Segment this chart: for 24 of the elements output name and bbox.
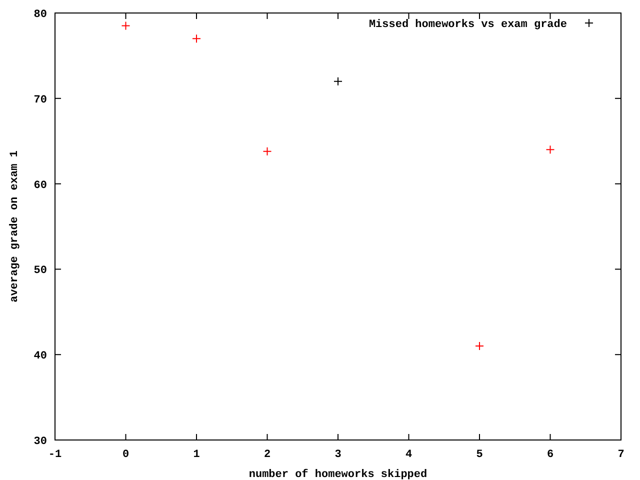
x-tick-label: 7: [618, 449, 624, 461]
y-tick-label: 60: [34, 180, 47, 192]
point: [192, 34, 201, 44]
x-tick-label: 4: [405, 449, 412, 461]
y-tick-label: 50: [34, 265, 47, 278]
y-tick-label: 30: [34, 436, 47, 448]
point: [475, 342, 484, 351]
y-tick-label: 40: [34, 350, 47, 363]
point: [546, 145, 555, 154]
point: [121, 21, 130, 30]
x-tick-label: 5: [476, 449, 484, 461]
y-axis-title: average grade on exam 1: [9, 150, 21, 302]
x-tick-label: 6: [546, 449, 554, 461]
legend-label: Missed homeworks vs exam grade: [368, 19, 568, 31]
point: [334, 76, 342, 86]
point: [262, 146, 272, 156]
x-axis-title: number of homeworks skipped: [248, 468, 428, 480]
y-tick-label: 70: [34, 94, 47, 106]
x-tick-label: 1: [193, 449, 200, 461]
x-tick-label: 0: [122, 449, 130, 461]
x-tick-label: 2: [264, 449, 271, 461]
x-tick-label: 3: [334, 449, 342, 461]
y-tick-label: 80: [34, 9, 47, 21]
x-tick-label: -1: [48, 449, 62, 461]
